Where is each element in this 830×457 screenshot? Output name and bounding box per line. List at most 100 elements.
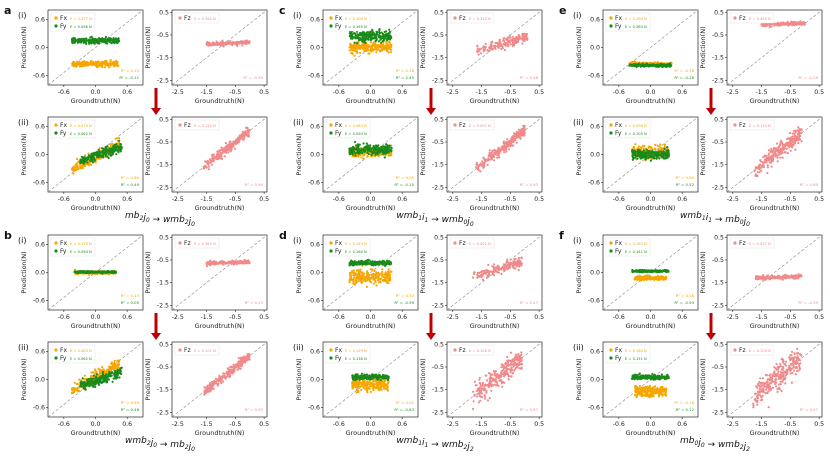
- fz-panel-xtick-label: -1.5: [476, 89, 488, 96]
- fy-point: [350, 150, 353, 153]
- xy-panel-ylabel: Prediction(N): [295, 133, 303, 175]
- fy-point: [361, 33, 364, 36]
- fx-point: [113, 62, 116, 65]
- fy-point: [112, 150, 115, 153]
- fy-point: [356, 145, 360, 148]
- fx-legend-marker: [609, 123, 613, 127]
- fy-point: [78, 41, 81, 44]
- fz-panel-legend: [174, 237, 220, 249]
- fz-error: E = 0.097 N: [469, 124, 491, 128]
- fy-point: [91, 152, 94, 155]
- row-label: (i): [18, 236, 26, 245]
- fz-point: [788, 131, 792, 135]
- fy-point: [105, 271, 108, 274]
- fz-point: [479, 170, 482, 173]
- fx-point: [98, 61, 101, 64]
- fy-point: [92, 40, 95, 43]
- xy-panel-points: [73, 268, 118, 276]
- fz-point: [483, 165, 486, 168]
- xy-panel-ytick-label: -0.6: [33, 180, 45, 187]
- fx-point: [387, 48, 390, 51]
- fx-point: [348, 49, 351, 52]
- fz-point: [477, 53, 480, 56]
- fy-point: [370, 153, 373, 156]
- fy-legend-marker: [609, 24, 613, 28]
- fz-legend-marker: [733, 16, 737, 20]
- fx-legend-label: Fx: [335, 15, 342, 22]
- fy-point: [96, 38, 99, 41]
- fz-point: [222, 45, 225, 48]
- fz-point: [766, 158, 769, 161]
- fy-point: [96, 42, 99, 45]
- fx-point: [351, 46, 354, 49]
- fx-point: [363, 46, 366, 49]
- fz-point: [493, 47, 497, 50]
- fx-point: [70, 168, 73, 171]
- fz-point: [792, 129, 796, 132]
- fy-point: [358, 143, 361, 146]
- fz-panel-ylabel: Prediction(N): [144, 133, 152, 175]
- fx-error: E = 0.290 N: [625, 17, 647, 21]
- fx-point: [111, 142, 114, 145]
- fx-error: E = 0.098 N: [625, 124, 647, 128]
- fz-point: [793, 140, 797, 143]
- fy-point: [382, 36, 385, 39]
- fz-point: [217, 43, 220, 46]
- fz-panel-points: [205, 259, 251, 268]
- fz-point: [231, 43, 234, 47]
- fy-point: [375, 36, 378, 40]
- xy-panel-xlabel: Groundtruth(N): [346, 204, 396, 212]
- fz-point: [247, 41, 250, 45]
- fz-point: [522, 129, 526, 132]
- fy-point: [378, 36, 381, 39]
- fy-point: [658, 157, 661, 160]
- fz-point: [488, 46, 491, 49]
- fy-point: [665, 153, 668, 156]
- fy-point: [115, 153, 118, 156]
- fx-r2: R² = 0.15: [121, 68, 140, 73]
- fy-point: [383, 30, 386, 34]
- xy-panel-ylabel: Prediction(N): [20, 26, 28, 68]
- fz-point: [209, 262, 212, 266]
- fx-point: [77, 168, 80, 171]
- fy-point: [364, 146, 367, 149]
- fz-point: [490, 41, 493, 45]
- fy-point: [662, 157, 666, 160]
- fz-panel-legend: [729, 119, 775, 131]
- fz-panel-xtick-label: 0.5: [259, 89, 269, 96]
- fz-r2: R² = -0.39: [798, 75, 818, 80]
- fz-panel-ytick-label: -0.5: [712, 139, 724, 146]
- fy-legend-marker: [54, 249, 58, 253]
- fx-point: [379, 43, 383, 46]
- fz-panel-ytick-label: -1.5: [432, 162, 444, 169]
- fy-point: [358, 152, 361, 155]
- fz-legend-label: Fz: [184, 122, 191, 129]
- xy-panel-xtick-label: -0.6: [333, 89, 345, 96]
- fz-r2: R² = -0.39: [243, 75, 263, 80]
- fy-point: [630, 64, 633, 67]
- xy-panel-points: [70, 137, 123, 175]
- fy-point: [667, 149, 670, 152]
- fz-panel-xtick-label: -0.5: [784, 89, 796, 96]
- xy-panel-ytick-label: 0.0: [310, 45, 320, 52]
- fz-point: [781, 23, 784, 26]
- fx-legend-label: Fx: [60, 122, 67, 129]
- fz-point: [240, 134, 243, 137]
- fy-point: [72, 38, 75, 41]
- fz-point: [779, 156, 782, 159]
- fz-point: [498, 152, 501, 155]
- fy-point: [641, 64, 644, 67]
- xy-panel-xtick-label: 0.0: [91, 89, 101, 96]
- fy-point: [655, 157, 658, 160]
- fz-point: [772, 153, 776, 156]
- xy-panel-xtick-label: 0.6: [122, 196, 132, 203]
- fx-point: [80, 165, 83, 168]
- fz-point: [762, 156, 765, 159]
- fy-point: [93, 42, 96, 45]
- fy-point: [88, 41, 91, 44]
- fx-point: [663, 143, 667, 146]
- fy-point: [634, 152, 637, 155]
- fz-point: [779, 150, 782, 153]
- xy-panel: -0.6 0.0 0.60.60.0-0.6Groundtruth(N)Predic…: [575, 9, 699, 105]
- fy-point: [369, 148, 372, 151]
